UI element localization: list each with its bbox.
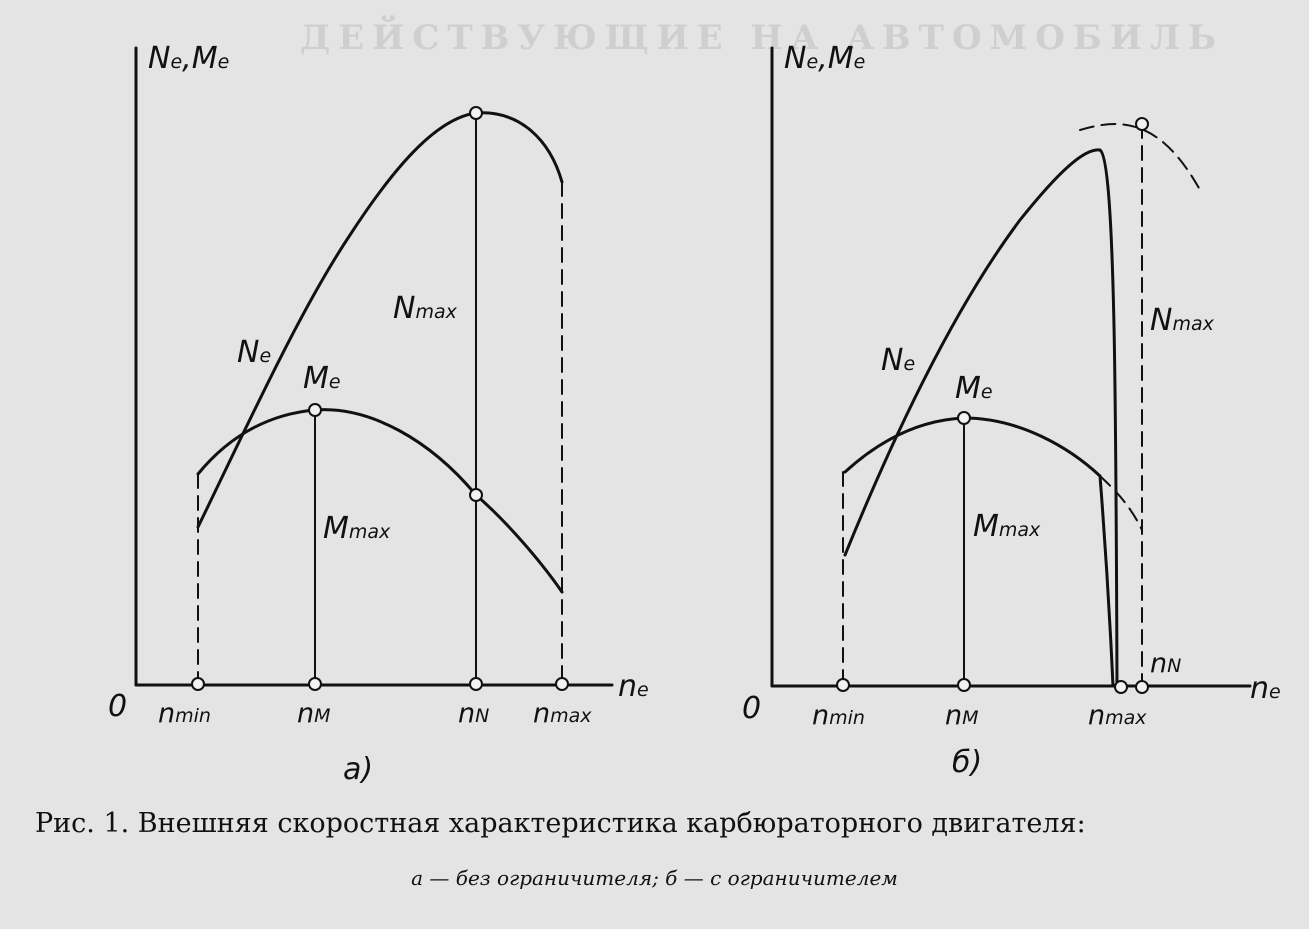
panel-b-marker-nmax <box>1114 680 1128 694</box>
panel-a-n-max-power-label: Nmax <box>393 291 457 326</box>
panel-b-tick-nM: nM <box>945 700 979 731</box>
panel-b-torque-curve <box>843 416 1115 688</box>
panel-b-m-max-label: Mmax <box>973 509 1041 544</box>
panel-b-power-curve-dashed <box>1079 123 1201 191</box>
panel-b-marker-max-power <box>1135 117 1149 131</box>
panel-b-marker-nM <box>957 678 971 692</box>
panel-a-x-axis-label: ne <box>618 669 649 704</box>
panel-a-marker-max-power <box>469 106 483 120</box>
panel-b-tick-nmax: nmax <box>1088 700 1147 731</box>
panel-b-torque-curve-dashed <box>1099 475 1143 531</box>
figure-caption-subtitle: а — без ограничителя; б — с ограничителе… <box>411 866 898 890</box>
panel-b-marker-nmin <box>836 678 850 692</box>
panel-a-m-max-label: Mmax <box>323 511 391 546</box>
panel-b-tick-nN: nN <box>1150 648 1182 679</box>
panel-b-marker-max-torque <box>957 411 971 425</box>
panel-b-marker-nN <box>1135 680 1149 694</box>
panel-a-power-curve <box>196 111 564 529</box>
panel-a-marker-max-torque <box>308 403 322 417</box>
panel-b-power-curve-label: Ne <box>881 343 916 378</box>
panel-b-x-axis-label: ne <box>1250 671 1281 706</box>
panel-a-torque-curve <box>196 408 564 594</box>
panel-a-y-axis-label: Ne,Me <box>148 41 230 76</box>
panel-b-torque-curve-label: Me <box>955 371 993 406</box>
panel-a-marker-nM <box>308 677 322 691</box>
panel-a-tick-nN: nN <box>458 698 490 729</box>
panel-a-marker-nmax <box>555 677 569 691</box>
panel-a-power-curve-label: Ne <box>237 335 272 370</box>
panel-b-y-axis-label: Ne,Me <box>784 41 866 76</box>
panel-a-label: а) <box>343 752 374 787</box>
panel-a-origin: 0 <box>108 689 128 724</box>
panel-a-tick-nmin: nmin <box>158 698 211 729</box>
panel-b-label: б) <box>952 745 983 780</box>
panel-a-torque-curve-label: Me <box>303 361 341 396</box>
panel-b-origin: 0 <box>742 691 762 726</box>
panel-a-marker-nN <box>469 677 483 691</box>
panel-b-power-curve <box>843 148 1119 688</box>
panel-a-tick-nmax: nmax <box>533 698 592 729</box>
panel-a-tick-nM: nM <box>297 698 331 729</box>
figure-caption-title: Рис. 1. Внешняя скоростная характеристик… <box>35 808 1086 839</box>
panel-b-tick-nmin: nmin <box>812 700 865 731</box>
panel-a-marker-torque-at-nN <box>469 488 483 502</box>
panel-b-n-max-power-label: Nmax <box>1150 303 1214 338</box>
panel-a-marker-nmin <box>191 677 205 691</box>
